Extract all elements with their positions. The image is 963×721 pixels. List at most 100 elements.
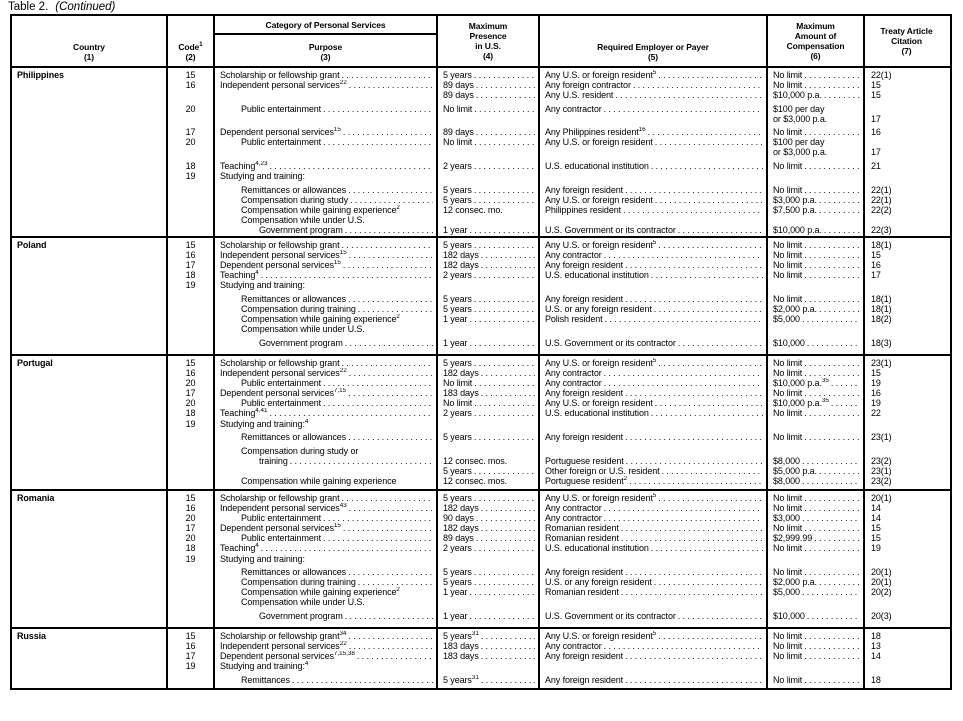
amount-text: $10,000 p.a. [773, 224, 822, 235]
purpose-line: Public entertainment [215, 104, 436, 114]
header-code-number: (2) [185, 52, 196, 62]
footnote-ref: 31 [471, 674, 479, 681]
presence-line: 12 consec. mos. [438, 456, 538, 466]
presence-text: No limit [443, 378, 473, 389]
presence-text: 5 years [443, 70, 472, 80]
citation-text: 16 [871, 260, 881, 271]
purpose-line: Dependent personal services7,15 [215, 388, 436, 398]
code-line: 20 [168, 137, 213, 147]
country-name: Romania [17, 493, 55, 503]
payer-text: Any U.S. or foreign resident5 [545, 493, 657, 503]
citation-text: 23(2) [871, 475, 892, 486]
purpose-line: Scholarship or fellowship grant34 [215, 631, 436, 641]
purpose-line: Remittances or allowances [215, 567, 436, 577]
payer-line: Any U.S. or foreign resident5 [540, 358, 766, 368]
presence-line [438, 171, 538, 181]
amount-text: No limit [773, 240, 803, 250]
amount-column: No limitNo limit$10,000 p.a.$100 per day… [766, 68, 863, 236]
amount-line: $8,000 [768, 456, 863, 466]
citation-text: 22(1) [871, 184, 892, 195]
amount-line [768, 280, 863, 290]
purpose-line: Teaching4,23 [215, 161, 436, 171]
payer-text: Any foreign resident [545, 184, 624, 195]
dot-leader [655, 398, 763, 408]
purpose-line: training [215, 456, 436, 466]
dot-leader [678, 225, 763, 235]
purpose-text: Independent personal services43 [220, 503, 347, 514]
purpose-line: Scholarship or fellowship grant [215, 70, 436, 80]
purpose-text: Dependent personal services15 [220, 127, 341, 138]
amount-text: No limit [773, 493, 803, 503]
payer-line: U.S. or any foreign resident [540, 577, 766, 587]
purpose-column: Scholarship or fellowship grantIndepende… [213, 491, 436, 627]
code-line [168, 225, 213, 235]
footnote-ref: 16 [638, 127, 646, 134]
purpose-line: Dependent personal services15 [215, 523, 436, 533]
citation-text: 18(1) [871, 240, 892, 250]
citation-line: 17 [865, 270, 948, 280]
purpose-text: Compensation during training [241, 577, 356, 588]
citation-line [865, 104, 948, 114]
code-line: 20 [168, 513, 213, 523]
citation-column: 20(1) 14 14 15 15 19 20(1) 20(1) 20(2) 20(3) [863, 491, 948, 627]
payer-line: U.S. educational institution [540, 408, 766, 418]
dot-leader [804, 432, 860, 442]
citation-text: 18(3) [871, 337, 892, 348]
code-text: 18 [185, 543, 196, 554]
presence-text: No limit [443, 137, 473, 148]
presence-text: 1 year [443, 587, 468, 598]
purpose-line: Compensation while gaining experience2 [215, 205, 436, 215]
amount-line: No limit [768, 493, 863, 503]
amount-line: $5,000 [768, 587, 863, 597]
amount-line: $2,000 p.a. [768, 304, 863, 314]
dot-leader [604, 641, 763, 651]
citation-line: 18 [865, 675, 948, 685]
presence-text: No limit [443, 103, 473, 114]
purpose-line: Independent personal services43 [215, 503, 436, 513]
code-line: 19 [168, 554, 213, 564]
presence-line [438, 147, 538, 157]
presence-line: 1 year [438, 314, 538, 324]
payer-text: Any foreign resident [545, 674, 624, 685]
country-name: Russia [17, 631, 46, 641]
dot-leader [804, 260, 860, 270]
payer-line: Any foreign resident [540, 675, 766, 685]
code-line: 15 [168, 240, 213, 250]
dot-leader [804, 523, 860, 533]
dot-leader [658, 631, 763, 641]
dot-leader [804, 631, 860, 641]
citation-text: 18(1) [871, 293, 892, 304]
footnote-ref: 5 [652, 240, 657, 246]
presence-line: 2 years [438, 161, 538, 171]
code-line [168, 215, 213, 225]
presence-line: 90 days [438, 513, 538, 523]
dot-leader [474, 567, 535, 577]
payer-line: Any foreign resident [540, 388, 766, 398]
payer-text: Any U.S. or foreign resident [545, 137, 653, 148]
dot-leader [476, 513, 535, 523]
citation-text: 15 [871, 368, 881, 379]
citation-text: 23(1) [871, 465, 892, 476]
country-cell: Russia [12, 629, 166, 688]
section-philippines: Philippines 15 16 20 17 20 18 19 Scholarship or … [12, 66, 950, 236]
dot-leader [807, 611, 860, 621]
dot-leader [261, 270, 433, 280]
presence-line [438, 114, 538, 124]
citation-text: 16 [871, 388, 881, 399]
dot-leader [469, 611, 535, 621]
purpose-line: Public entertainment [215, 137, 436, 147]
citation-line: 20(2) [865, 587, 948, 597]
dot-leader [819, 466, 860, 476]
purpose-text: Teaching4,41 [220, 408, 268, 419]
code-line [168, 147, 213, 157]
code-line: 18 [168, 270, 213, 280]
payer-text: Philippines resident [545, 204, 622, 215]
citation-text: 17 [871, 147, 881, 158]
dot-leader [824, 225, 860, 235]
dot-leader [804, 503, 860, 513]
purpose-line: Compensation while under U.S. [215, 324, 436, 334]
citation-line [865, 171, 948, 181]
code-line [168, 611, 213, 621]
citation-line: 19 [865, 543, 948, 553]
presence-line [438, 597, 538, 607]
